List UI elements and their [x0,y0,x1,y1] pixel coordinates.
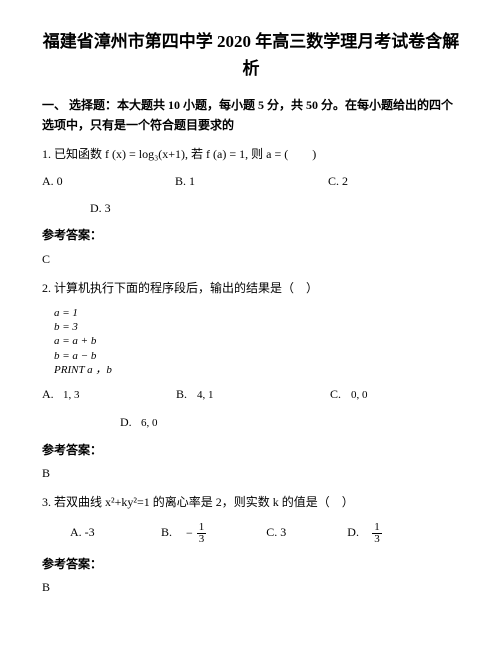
q1-opt-d: D. 3 [90,199,111,218]
q1-opt-b: B. 1 [175,172,325,191]
q3-answer-label: 参考答案： [42,555,460,574]
code-line: a = 1 [54,306,460,320]
q2-opt-d: D. [120,413,138,432]
q3-opt-b: B. [161,523,183,542]
code-line: PRINT a ，b [54,363,460,377]
q2-opt-b-val: 4, 1 [197,387,327,405]
q2-answer: B [42,464,460,483]
frac-den: 3 [372,534,382,545]
q2-opt-c: C. [330,385,348,404]
q2-answer-label: 参考答案： [42,441,460,460]
q1-answer: C [42,250,460,269]
q2-options: A. 1, 3 B. 4, 1 C. 0, 0 [42,385,460,405]
q2-opt-a-val: 1, 3 [63,387,173,405]
q3-text: 3. 若双曲线 x²+ky²=1 的离心率是 2，则实数 k 的值是（ ） [42,493,460,512]
q1-opt-c: C. 2 [328,172,348,191]
q1-text: 1. 已知函数 f (x) = log₃(x+1), 若 f (a) = 1, … [42,145,460,164]
minus-icon: − [186,524,193,543]
page-title: 福建省漳州市第四中学 2020 年高三数学理月考试卷含解析 [42,28,460,82]
q3-opt-b-frac: 1 3 [197,522,207,545]
q1-options: A. 0 B. 1 C. 2 [42,172,460,191]
q1-answer-label: 参考答案： [42,226,460,245]
q3-opt-d: D. [347,523,369,542]
frac-den: 3 [197,534,207,545]
q2-text: 2. 计算机执行下面的程序段后，输出的结果是（ ） [42,279,460,298]
code-line: b = a − b [54,349,460,363]
q3-opt-a: A. -3 [70,523,158,542]
q2-code: a = 1 b = 3 a = a + b b = a − b PRINT a … [54,306,460,377]
q3-answer: B [42,578,460,597]
section-heading: 一、 选择题：本大题共 10 小题，每小题 5 分，共 50 分。在每小题给出的… [42,96,460,134]
code-line: b = 3 [54,320,460,334]
q2-opt-b: B. [176,385,194,404]
q2-opt-c-val: 0, 0 [351,387,368,405]
q2-options-row2: D. 6, 0 [42,413,460,433]
q3-options: A. -3 B. − 1 3 C. 3 D. 1 3 [42,522,460,545]
q2-opt-d-val: 6, 0 [141,415,158,433]
code-line: a = a + b [54,334,460,348]
q1-options-row2: D. 3 [42,199,460,218]
q2-opt-a: A. [42,385,60,404]
q3-opt-c: C. 3 [266,523,344,542]
q3-opt-d-frac: 1 3 [372,522,382,545]
q1-opt-a: A. 0 [42,172,172,191]
